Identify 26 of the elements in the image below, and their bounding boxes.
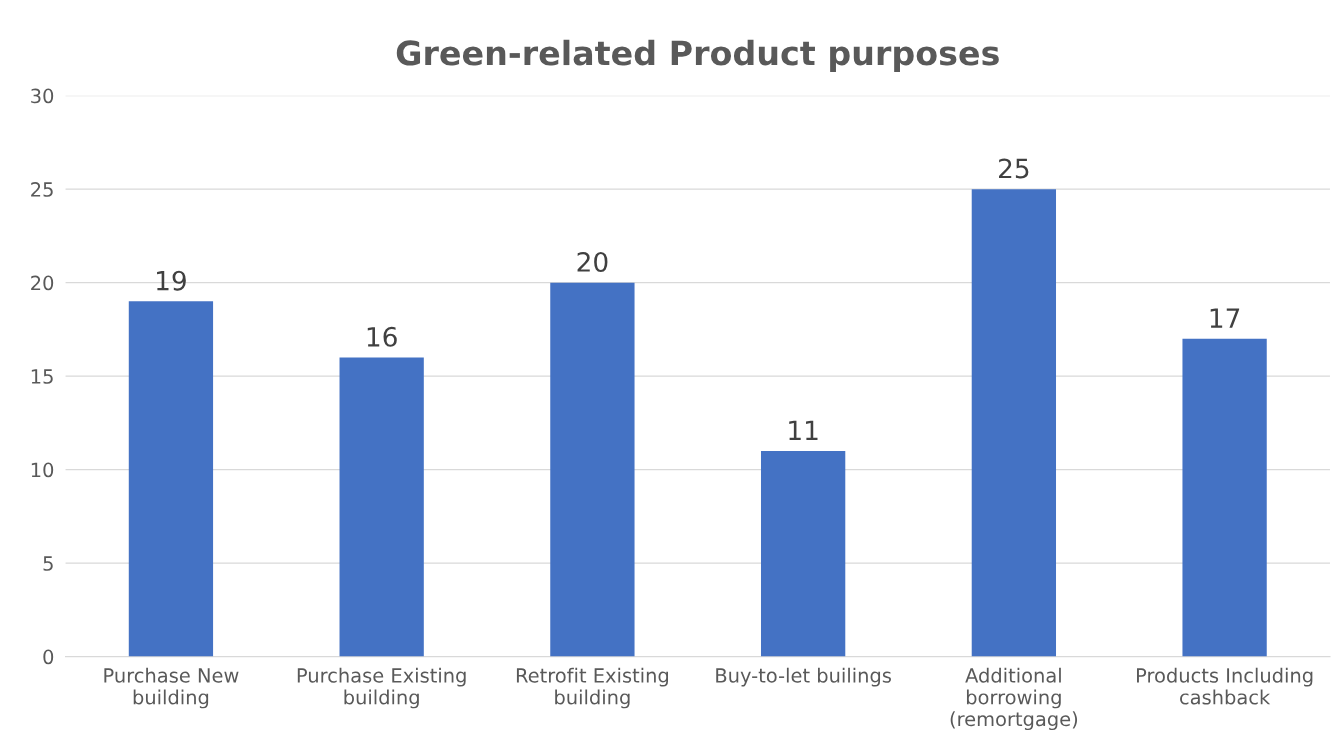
bar — [760, 450, 846, 657]
data-label: 17 — [1210, 308, 1240, 328]
data-label: 16 — [367, 326, 397, 347]
y-tick-label: 15 — [31, 369, 53, 384]
x-tick-label: Retrofit Existing building — [516, 667, 669, 709]
bar — [1182, 338, 1267, 657]
x-tick-label: Buy-to-let builings — [716, 667, 891, 687]
y-tick-label: 5 — [43, 556, 53, 571]
data-label: 20 — [577, 252, 608, 272]
data-label: 25 — [999, 158, 1029, 179]
data-label: 19 — [157, 270, 186, 291]
x-tick-label: Additional borrowing (remortgage) — [950, 667, 1078, 731]
bar — [128, 301, 214, 657]
y-tick-label: 25 — [31, 182, 53, 197]
data-label: 11 — [789, 420, 818, 440]
y-tick-label: 20 — [31, 275, 54, 291]
bar — [339, 357, 424, 657]
x-tick-label: Purchase Existing building — [297, 667, 466, 709]
bar — [971, 189, 1057, 657]
chart-title: Green-related Product purposes — [396, 39, 999, 73]
x-tick-label: Products Including cashback — [1137, 667, 1313, 705]
bar — [550, 282, 635, 657]
y-tick-label: 0 — [43, 649, 54, 665]
y-tick-label: 30 — [31, 88, 54, 104]
x-tick-label: Purchase New building — [104, 667, 239, 709]
y-tick-label: 10 — [31, 462, 54, 478]
